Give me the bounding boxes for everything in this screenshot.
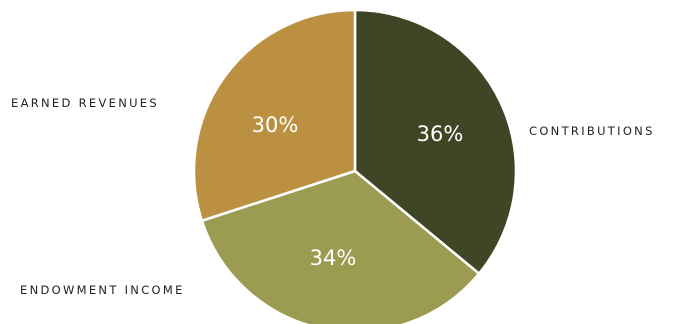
pie-slice-earned-revenues (192, 8, 357, 222)
value-label-endowment-income: 34% (310, 246, 357, 270)
value-label-contributions: 36% (417, 122, 464, 146)
pie-slice-contributions (353, 8, 518, 275)
pie-slices (192, 8, 518, 324)
pie-slice-endowment-income (200, 169, 481, 324)
category-label-contributions: CONTRIBUTIONS (529, 124, 655, 138)
category-label-endowment-income: ENDOWMENT INCOME (20, 283, 185, 297)
value-label-earned-revenues: 30% (252, 113, 299, 137)
category-label-earned-revenues: EARNED REVENUES (11, 96, 159, 110)
